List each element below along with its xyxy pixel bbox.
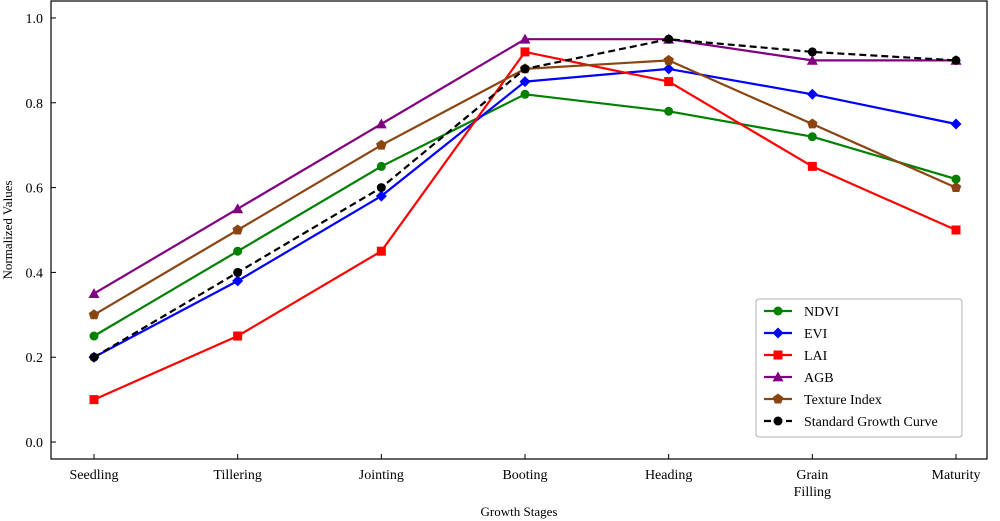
legend-label-ndvi: NDVI	[804, 305, 839, 320]
series-layer	[88, 33, 962, 405]
data-point-lai	[951, 225, 961, 235]
y-tick-label: 0.8	[26, 97, 44, 112]
data-point-texture-index	[807, 118, 818, 129]
legend-label-lai: LAI	[804, 349, 828, 364]
data-point-texture-index	[950, 182, 962, 193]
y-tick-label: 0.6	[26, 182, 44, 197]
legend-marker-agb	[772, 371, 784, 382]
x-tick-label: Jointing	[359, 468, 404, 483]
legend-marker-evi	[772, 327, 784, 339]
y-tick-label: 1.0	[26, 12, 44, 27]
data-point-ndvi	[807, 132, 817, 142]
data-point-standard-growth-curve	[951, 55, 961, 65]
data-point-agb	[375, 118, 387, 129]
data-point-texture-index	[232, 224, 243, 235]
x-tick-label: Heading	[645, 468, 692, 483]
legend-item-ndvi: NDVI	[764, 305, 839, 320]
legend-label-evi: EVI	[804, 327, 828, 342]
legend: NDVI EVI LAI AGB Texture Index Standard Growt…	[755, 298, 963, 438]
data-point-ndvi	[376, 161, 386, 171]
legend-label-texture-index: Texture Index	[804, 393, 882, 408]
data-point-ndvi	[664, 106, 674, 116]
y-tick-label: 0.2	[26, 351, 44, 366]
y-axis-title: Normalized Values	[0, 180, 15, 279]
plot-area	[50, 0, 988, 460]
legend-label-standard-growth-curve: Standard Growth Curve	[804, 415, 938, 430]
x-tick-label: Grain Filling	[794, 468, 831, 500]
series-ndvi	[89, 89, 961, 341]
plot-frame	[50, 0, 988, 460]
legend-marker-standard-growth-curve	[773, 416, 783, 426]
data-point-ndvi	[520, 89, 530, 99]
legend-item-texture-index: Texture Index	[764, 393, 882, 408]
data-point-standard-growth-curve	[664, 34, 674, 44]
data-point-ndvi	[89, 331, 99, 341]
legend-label-agb: AGB	[804, 371, 834, 386]
data-point-evi	[232, 275, 244, 287]
data-point-evi	[950, 118, 962, 130]
data-point-evi	[375, 190, 387, 202]
data-point-texture-index	[376, 139, 387, 150]
legend-marker-texture-index	[772, 393, 784, 404]
data-point-agb	[806, 54, 818, 65]
series-lai	[89, 47, 961, 405]
data-point-lai	[89, 395, 99, 405]
x-tick-label: Booting	[502, 468, 547, 483]
data-point-lai	[520, 47, 530, 57]
legend-item-evi: EVI	[764, 327, 828, 342]
legend-marker-ndvi	[773, 306, 783, 316]
x-tick-label: Maturity	[932, 468, 981, 483]
x-tick-label: Tillering	[213, 468, 262, 483]
data-point-agb	[519, 33, 531, 44]
x-axis: Seedling Tillering Jointing Booting Heading G…	[70, 454, 981, 500]
legend-item-standard-growth-curve: Standard Growth Curve	[764, 415, 938, 430]
data-point-lai	[376, 246, 386, 256]
data-point-standard-growth-curve	[520, 64, 530, 74]
data-point-ndvi	[951, 174, 961, 184]
y-axis: 0.0 0.2 0.4 0.6 0.8 1.0	[26, 12, 56, 451]
data-point-agb	[232, 203, 244, 214]
y-tick-label: 0.0	[26, 436, 44, 451]
data-point-ndvi	[233, 246, 243, 256]
data-point-lai	[807, 161, 817, 171]
data-point-evi	[663, 63, 675, 75]
data-point-evi	[806, 88, 818, 100]
data-point-standard-growth-curve	[376, 183, 386, 193]
legend-box	[755, 298, 963, 438]
data-point-standard-growth-curve	[233, 267, 243, 277]
data-point-standard-growth-curve	[89, 352, 99, 362]
legend-item-agb: AGB	[764, 371, 834, 386]
legend-marker-lai	[773, 350, 783, 360]
data-point-agb	[88, 288, 100, 299]
x-axis-title: Growth Stages	[481, 504, 558, 519]
series-standard-growth-curve	[89, 34, 961, 362]
legend-item-lai: LAI	[764, 349, 828, 364]
data-point-standard-growth-curve	[807, 47, 817, 57]
data-point-texture-index	[663, 54, 674, 65]
x-tick-label: Seedling	[70, 468, 119, 483]
data-point-evi	[519, 76, 531, 88]
y-tick-label: 0.4	[26, 266, 44, 281]
data-point-lai	[233, 331, 243, 341]
data-point-lai	[664, 77, 674, 87]
data-point-texture-index	[88, 309, 100, 320]
